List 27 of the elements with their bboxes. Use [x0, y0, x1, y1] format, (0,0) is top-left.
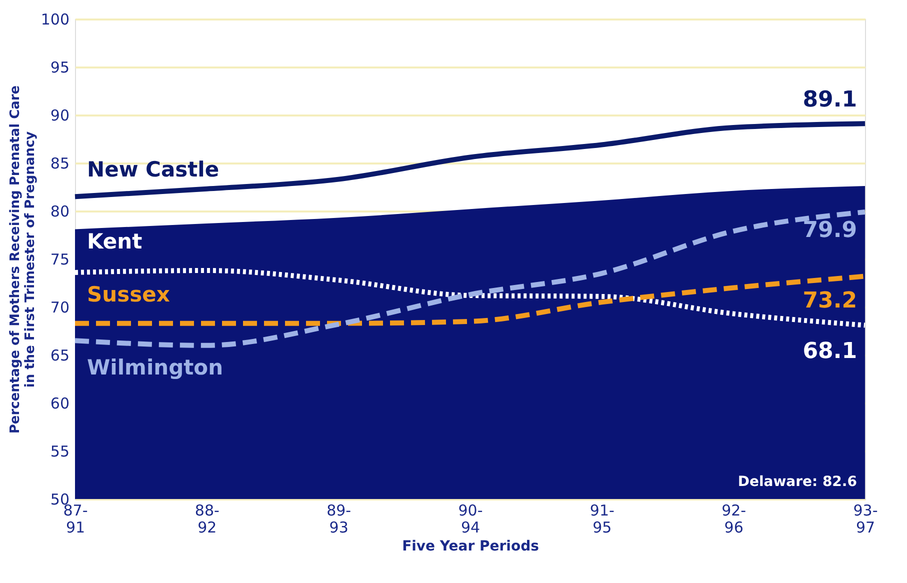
data-label: 89.1 [802, 88, 857, 113]
y-tick-label: 65 [50, 346, 70, 364]
x-tick-label: 89-93 [326, 502, 352, 536]
y-tick-label: 85 [50, 154, 70, 172]
y-tick-label: 100 [40, 10, 70, 28]
series-label: Kent [87, 229, 142, 254]
y-tick-label: 60 [50, 394, 70, 412]
y-tick-label: 90 [50, 106, 70, 124]
x-tick-label: 93-97 [853, 502, 878, 536]
annotation: Delaware: 82.6 [738, 474, 857, 490]
series-label: Sussex [87, 282, 170, 306]
data-label: 79.9 [802, 218, 857, 243]
x-tick-label: 90-94 [458, 502, 483, 536]
y-tick-label: 95 [50, 58, 70, 76]
x-tick-label: 88-92 [194, 502, 220, 536]
series-label: Wilmington [87, 356, 224, 380]
x-tick-label: 92-96 [722, 502, 746, 536]
x-axis-title: Five Year Periods [402, 538, 539, 554]
data-label: 68.1 [802, 339, 857, 364]
data-label: 73.2 [802, 288, 857, 314]
series-label: New Castle [87, 158, 220, 182]
x-tick-label: 91-95 [590, 502, 614, 536]
y-tick-label: 70 [50, 298, 70, 316]
y-axis-title: Percentage of Mothers Receiving Prenatal Care in the First Trimester of Pregnancy [8, 85, 38, 434]
y-tick-label: 80 [50, 202, 70, 220]
y-tick-label: 55 [50, 442, 70, 460]
y-tick-label: 75 [50, 250, 70, 268]
